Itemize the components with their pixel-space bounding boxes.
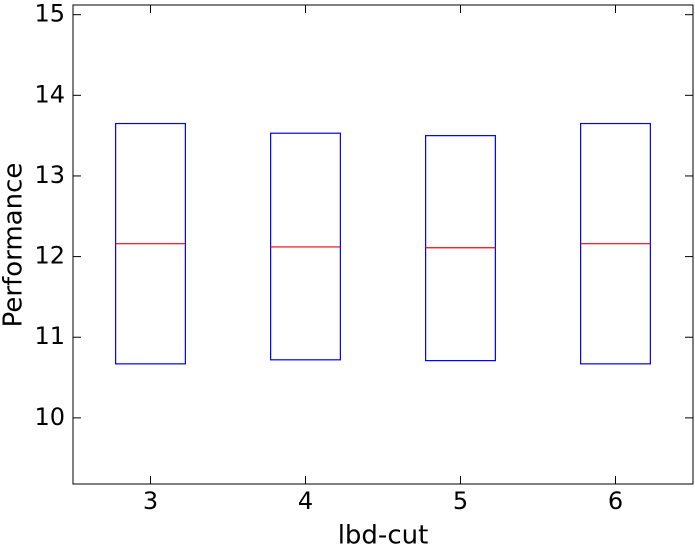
x-tick-label: 4 [298,487,313,515]
y-tick-label: 14 [34,80,65,108]
plot-frame [72,4,694,485]
y-tick-label: 13 [34,161,65,189]
y-tick-label: 15 [34,0,65,28]
x-tick-label: 3 [143,487,158,515]
y-axis-label: Performance [0,163,29,328]
y-tick-label: 11 [34,322,65,350]
y-tick-label: 12 [34,242,65,270]
x-tick-label: 6 [608,487,623,515]
y-tick-label: 10 [34,403,65,431]
x-tick-label: 5 [453,487,468,515]
x-axis-label: lbd-cut [338,521,429,551]
